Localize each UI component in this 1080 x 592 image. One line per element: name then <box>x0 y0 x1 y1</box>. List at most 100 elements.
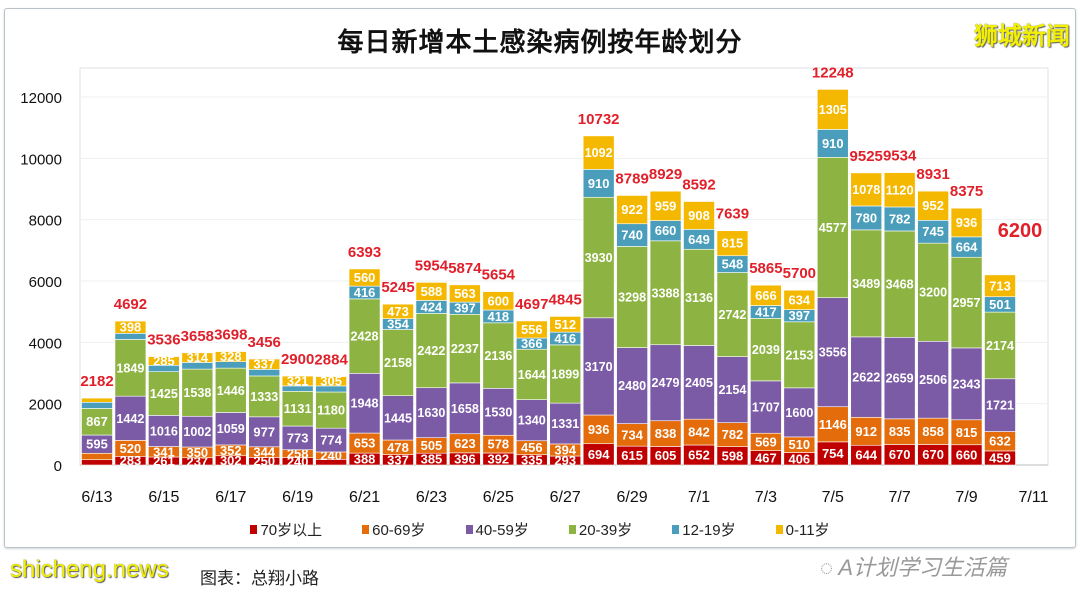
bar-segment <box>114 395 147 441</box>
bar-segment <box>850 416 883 446</box>
total-label: 8375 <box>950 183 983 200</box>
segment-label: 835 <box>889 425 911 439</box>
total-label: 3536 <box>147 332 180 349</box>
segment-label: 556 <box>521 323 543 337</box>
bar-segment <box>415 313 448 389</box>
segment-label: 240 <box>320 449 342 463</box>
segment-label: 936 <box>588 423 610 437</box>
total-label: 2182 <box>80 373 113 390</box>
legend-label: 12-19岁 <box>682 522 736 539</box>
segment-label: 261 <box>153 454 175 468</box>
chart-title: 每日新增本土感染病例按年龄划分 <box>337 27 743 57</box>
segment-label: 754 <box>822 447 844 461</box>
segment-label: 2237 <box>451 342 479 356</box>
bar-segment <box>248 416 281 448</box>
watermark-top-right: 狮城新闻 <box>974 23 1070 50</box>
bar-segment <box>549 344 582 404</box>
bar-segment <box>549 316 582 333</box>
segment-label: 977 <box>253 425 275 439</box>
x-tick-label: 6/29 <box>617 489 648 506</box>
segment-label: 908 <box>688 209 710 223</box>
legend-swatch <box>362 525 370 534</box>
segment-label: 842 <box>688 426 710 440</box>
total-label: 5874 <box>448 260 482 277</box>
segment-label: 505 <box>421 439 443 453</box>
bar-segment <box>649 344 682 422</box>
bar-segment <box>181 368 214 417</box>
segment-label: 512 <box>554 318 576 332</box>
segment-label: 598 <box>722 449 744 463</box>
bar-segment <box>950 256 983 349</box>
segment-label: 341 <box>153 445 175 459</box>
total-label: 8929 <box>649 166 682 183</box>
wechat-icon: ◌ <box>820 555 834 580</box>
segment-label: 652 <box>688 449 710 463</box>
segment-label: 773 <box>287 431 309 445</box>
segment-label: 350 <box>187 446 209 460</box>
bar-segment <box>683 248 715 346</box>
segment-label: 745 <box>922 225 944 239</box>
segment-label: 815 <box>722 237 744 251</box>
segment-label: 615 <box>621 449 643 463</box>
segment-label: 1630 <box>417 406 445 420</box>
bar-segment <box>449 382 481 435</box>
bar-segment <box>950 419 983 446</box>
segment-label: 2158 <box>384 356 412 370</box>
segment-label: 416 <box>554 332 576 346</box>
segment-label: 649 <box>688 233 710 247</box>
y-tick-label: 8000 <box>29 213 62 230</box>
segment-label: 416 <box>354 286 376 300</box>
bar-segment <box>883 337 916 420</box>
segment-label: 4577 <box>819 221 847 235</box>
y-tick-label: 6000 <box>29 274 62 291</box>
segment-label: 394 <box>554 443 576 457</box>
bar-segment <box>883 172 916 208</box>
segment-label: 2622 <box>852 371 880 385</box>
segment-label: 560 <box>354 271 376 285</box>
total-label: 5954 <box>415 257 449 274</box>
segment-label: 563 <box>454 287 476 301</box>
bar-segment <box>582 317 615 416</box>
x-tick-label: 6/19 <box>282 489 313 506</box>
segment-label: 734 <box>621 428 643 442</box>
segment-label: 302 <box>220 454 242 468</box>
segment-label: 396 <box>454 452 476 466</box>
bar-segment <box>281 375 314 387</box>
bar-segment <box>816 129 849 158</box>
total-label: 6200 <box>998 220 1043 242</box>
total-label: 5700 <box>783 265 816 282</box>
legend-swatch <box>775 525 783 534</box>
bar-segment <box>716 356 749 423</box>
segment-label: 2174 <box>986 339 1014 353</box>
caption: 图表：总翔小路 <box>200 569 319 588</box>
bar-segment <box>750 284 782 306</box>
segment-label: 2480 <box>618 379 646 393</box>
segment-label: 314 <box>187 351 209 365</box>
legend-item: 20-39岁 <box>568 519 632 540</box>
segment-label: 1948 <box>351 397 379 411</box>
bar-segment <box>81 452 113 461</box>
segment-label: 456 <box>521 441 543 455</box>
bar-segment <box>214 412 247 446</box>
bar-segment <box>81 408 113 436</box>
segment-label: 1146 <box>819 418 847 432</box>
segment-label: 2039 <box>752 343 780 357</box>
x-tick-label: 7/5 <box>822 489 844 506</box>
segment-label: 713 <box>989 279 1011 293</box>
y-tick-label: 12000 <box>20 90 62 107</box>
segment-label: 418 <box>488 310 510 324</box>
segment-label: 1721 <box>986 399 1014 413</box>
bar-segment <box>482 291 515 311</box>
segment-label: 1016 <box>150 424 178 438</box>
segment-label: 2479 <box>652 376 680 390</box>
bar-segment <box>415 387 448 439</box>
segment-label: 2405 <box>685 376 713 390</box>
bar-segment <box>950 347 983 421</box>
segment-label: 936 <box>956 216 978 230</box>
bar-segment <box>616 347 648 424</box>
legend-swatch <box>250 525 258 534</box>
legend-label: 0-11岁 <box>785 522 830 539</box>
x-tick-label: 6/23 <box>416 489 447 506</box>
watermark-site: shicheng.news <box>10 556 169 583</box>
bar-segment <box>649 240 682 346</box>
